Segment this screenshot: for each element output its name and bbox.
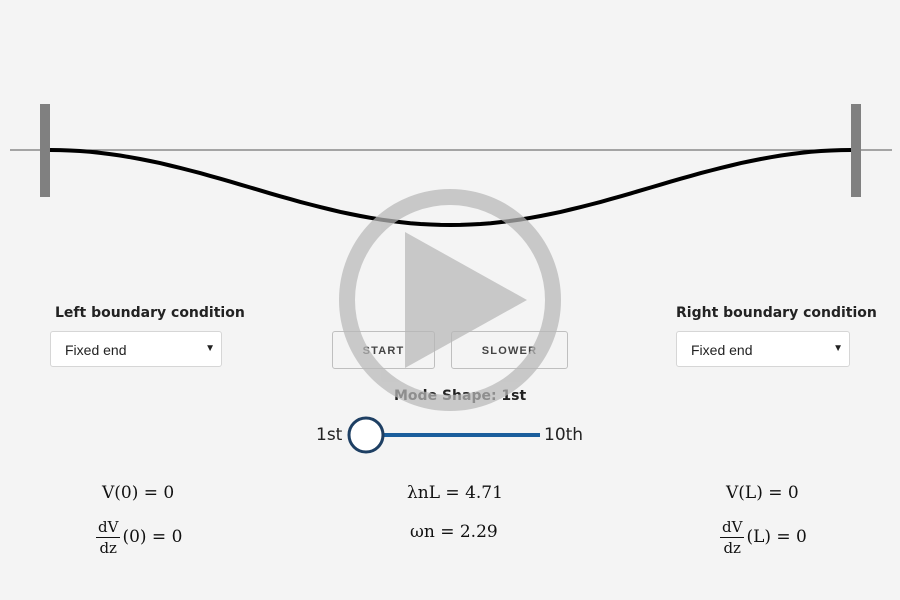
slower-button[interactable]: SLOWER bbox=[451, 331, 568, 369]
omega-equation: ωn = 2.29 bbox=[410, 522, 498, 542]
slider-min-label: 1st bbox=[316, 425, 343, 445]
right-slope-denominator: dz bbox=[723, 539, 741, 557]
right-slope-equation: dV dz (L) = 0 bbox=[720, 518, 807, 557]
left-slope-equation: dV dz (0) = 0 bbox=[96, 518, 182, 557]
left-support bbox=[40, 104, 50, 197]
mode-shape-label: Mode Shape: 1st bbox=[394, 388, 527, 404]
left-slope-denominator: dz bbox=[99, 539, 117, 557]
slider-max-label: 10th bbox=[544, 425, 584, 445]
chevron-down-icon: ▼ bbox=[833, 343, 843, 354]
right-displacement-equation: V(L) = 0 bbox=[726, 483, 799, 503]
lambda-equation: λnL = 4.71 bbox=[407, 483, 503, 503]
right-boundary-select[interactable]: Fixed end ▼ bbox=[676, 331, 850, 367]
left-boundary-label: Left boundary condition bbox=[55, 305, 245, 321]
left-boundary-select[interactable]: Fixed end ▼ bbox=[50, 331, 222, 367]
right-slope-rhs: (L) = 0 bbox=[746, 527, 807, 547]
left-boundary-value: Fixed end bbox=[65, 342, 127, 358]
right-boundary-label: Right boundary condition bbox=[676, 305, 877, 321]
chevron-down-icon: ▼ bbox=[205, 343, 215, 354]
left-displacement-equation: V(0) = 0 bbox=[102, 483, 175, 503]
right-boundary-value: Fixed end bbox=[691, 342, 753, 358]
start-button[interactable]: START bbox=[332, 331, 435, 369]
left-slope-numerator: dV bbox=[96, 518, 121, 538]
beam-deflection-curve bbox=[49, 148, 852, 228]
left-slope-rhs: (0) = 0 bbox=[122, 527, 183, 547]
right-support bbox=[851, 104, 861, 197]
right-slope-numerator: dV bbox=[720, 518, 745, 538]
